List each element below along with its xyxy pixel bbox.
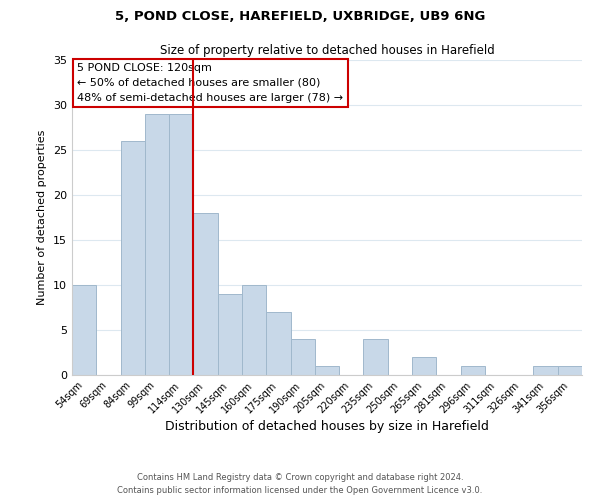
Text: 5, POND CLOSE, HAREFIELD, UXBRIDGE, UB9 6NG: 5, POND CLOSE, HAREFIELD, UXBRIDGE, UB9 … (115, 10, 485, 23)
Bar (533, 366, 558, 375)
Bar (558, 366, 582, 375)
Bar (315, 366, 339, 375)
Bar (461, 366, 485, 375)
Bar (242, 285, 266, 375)
Bar (145, 114, 169, 375)
Title: Size of property relative to detached houses in Harefield: Size of property relative to detached ho… (160, 44, 494, 58)
Bar (121, 141, 145, 375)
Y-axis label: Number of detached properties: Number of detached properties (37, 130, 47, 305)
Bar (193, 213, 218, 375)
Text: Contains HM Land Registry data © Crown copyright and database right 2024.
Contai: Contains HM Land Registry data © Crown c… (118, 474, 482, 495)
X-axis label: Distribution of detached houses by size in Harefield: Distribution of detached houses by size … (165, 420, 489, 434)
Bar (169, 114, 193, 375)
Bar (412, 357, 436, 375)
Bar (266, 312, 290, 375)
Bar (290, 339, 315, 375)
Bar (218, 294, 242, 375)
Bar (364, 339, 388, 375)
Bar (72, 285, 96, 375)
Text: 5 POND CLOSE: 120sqm
← 50% of detached houses are smaller (80)
48% of semi-detac: 5 POND CLOSE: 120sqm ← 50% of detached h… (77, 63, 343, 103)
